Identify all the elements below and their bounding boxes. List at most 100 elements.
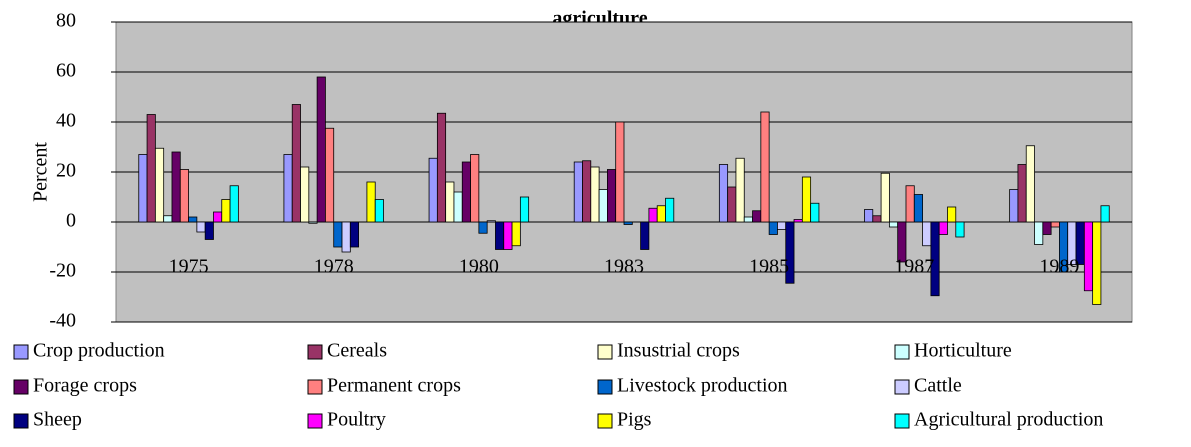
bar	[283, 154, 293, 223]
bar	[291, 104, 301, 223]
bar	[743, 216, 753, 223]
bar	[598, 189, 608, 223]
bar	[955, 221, 965, 238]
x-tick-label: 1978	[314, 256, 354, 278]
bar	[872, 215, 882, 223]
bar	[727, 186, 737, 223]
bar	[495, 221, 505, 250]
bar	[785, 221, 795, 284]
bar	[486, 220, 496, 223]
bar	[300, 166, 310, 223]
bar	[922, 221, 932, 247]
bar	[930, 221, 940, 297]
x-tick-label: 1985	[749, 256, 789, 278]
legend-swatch	[894, 413, 910, 429]
bar	[163, 215, 173, 223]
x-tick-label: 1983	[604, 256, 644, 278]
bar	[374, 199, 384, 223]
bar	[607, 169, 617, 223]
legend-swatch	[13, 344, 29, 360]
bar	[777, 221, 787, 230]
bar	[801, 176, 812, 223]
y-tick-label: 40	[56, 110, 76, 132]
bar	[478, 221, 488, 234]
bar	[793, 219, 803, 223]
bar	[366, 181, 376, 223]
legend-label: Livestock production	[617, 375, 788, 397]
bar	[428, 157, 438, 223]
legend-label: Horticulture	[914, 340, 1012, 362]
legend-label: Insustrial crops	[617, 340, 740, 362]
bar	[445, 181, 455, 223]
x-tick-label: 1975	[169, 256, 209, 278]
bar	[349, 221, 360, 248]
y-axis-label: Percent	[30, 142, 52, 202]
bar	[665, 197, 675, 223]
y-tick-label: 80	[56, 10, 76, 32]
bar	[1100, 205, 1110, 223]
bar	[213, 211, 223, 223]
bar	[179, 169, 189, 223]
bar	[204, 221, 214, 240]
bar	[718, 164, 729, 223]
bar	[519, 196, 530, 223]
bar	[768, 221, 778, 235]
bar	[188, 216, 198, 223]
bar	[648, 207, 658, 223]
bar	[171, 151, 181, 223]
bar	[308, 221, 318, 224]
legend-label: Sheep	[33, 409, 82, 431]
bar	[503, 221, 513, 250]
bar	[947, 206, 957, 223]
bar	[640, 221, 650, 250]
bar	[1034, 221, 1044, 245]
legend-swatch	[894, 379, 910, 395]
bar	[221, 199, 231, 223]
legend-label: Agricultural production	[914, 409, 1103, 431]
bar	[146, 114, 156, 223]
bar	[888, 221, 899, 228]
legend-swatch	[597, 344, 613, 360]
legend-swatch	[597, 379, 613, 395]
bar	[196, 221, 206, 233]
legend-label: Permanent crops	[327, 375, 461, 397]
bar	[341, 221, 351, 253]
bar	[760, 111, 770, 223]
bar	[461, 161, 471, 223]
legend-swatch	[13, 413, 29, 429]
bar	[735, 157, 745, 223]
legend-label: Crop production	[33, 340, 165, 362]
legend-label: Poultry	[327, 409, 386, 431]
y-tick-label: -20	[49, 260, 76, 282]
legend-label: Forage crops	[33, 375, 137, 397]
bar	[810, 202, 820, 223]
bar	[229, 185, 239, 223]
bar	[1092, 221, 1102, 305]
legend-label: Cattle	[914, 375, 962, 397]
bar	[154, 147, 165, 223]
bar	[938, 221, 948, 235]
legend-swatch	[307, 413, 323, 429]
bar	[453, 191, 463, 223]
bar	[913, 194, 923, 223]
bar	[573, 161, 583, 223]
bar	[470, 154, 480, 223]
legend-label: Pigs	[617, 409, 652, 431]
bar	[623, 221, 633, 225]
bar	[897, 221, 907, 263]
legend-swatch	[307, 344, 323, 360]
legend-swatch	[13, 379, 29, 395]
bar	[1083, 221, 1094, 292]
x-tick-label: 1989	[1039, 256, 1079, 278]
bar	[325, 127, 335, 223]
legend-label: Cereals	[327, 340, 387, 362]
legend-swatch	[597, 413, 613, 429]
bar	[1042, 221, 1052, 235]
legend-swatch	[307, 379, 323, 395]
bar	[582, 160, 592, 223]
bar	[511, 221, 521, 247]
bar	[752, 210, 762, 223]
y-tick-label: 0	[66, 210, 76, 232]
y-tick-label: -40	[49, 310, 76, 332]
